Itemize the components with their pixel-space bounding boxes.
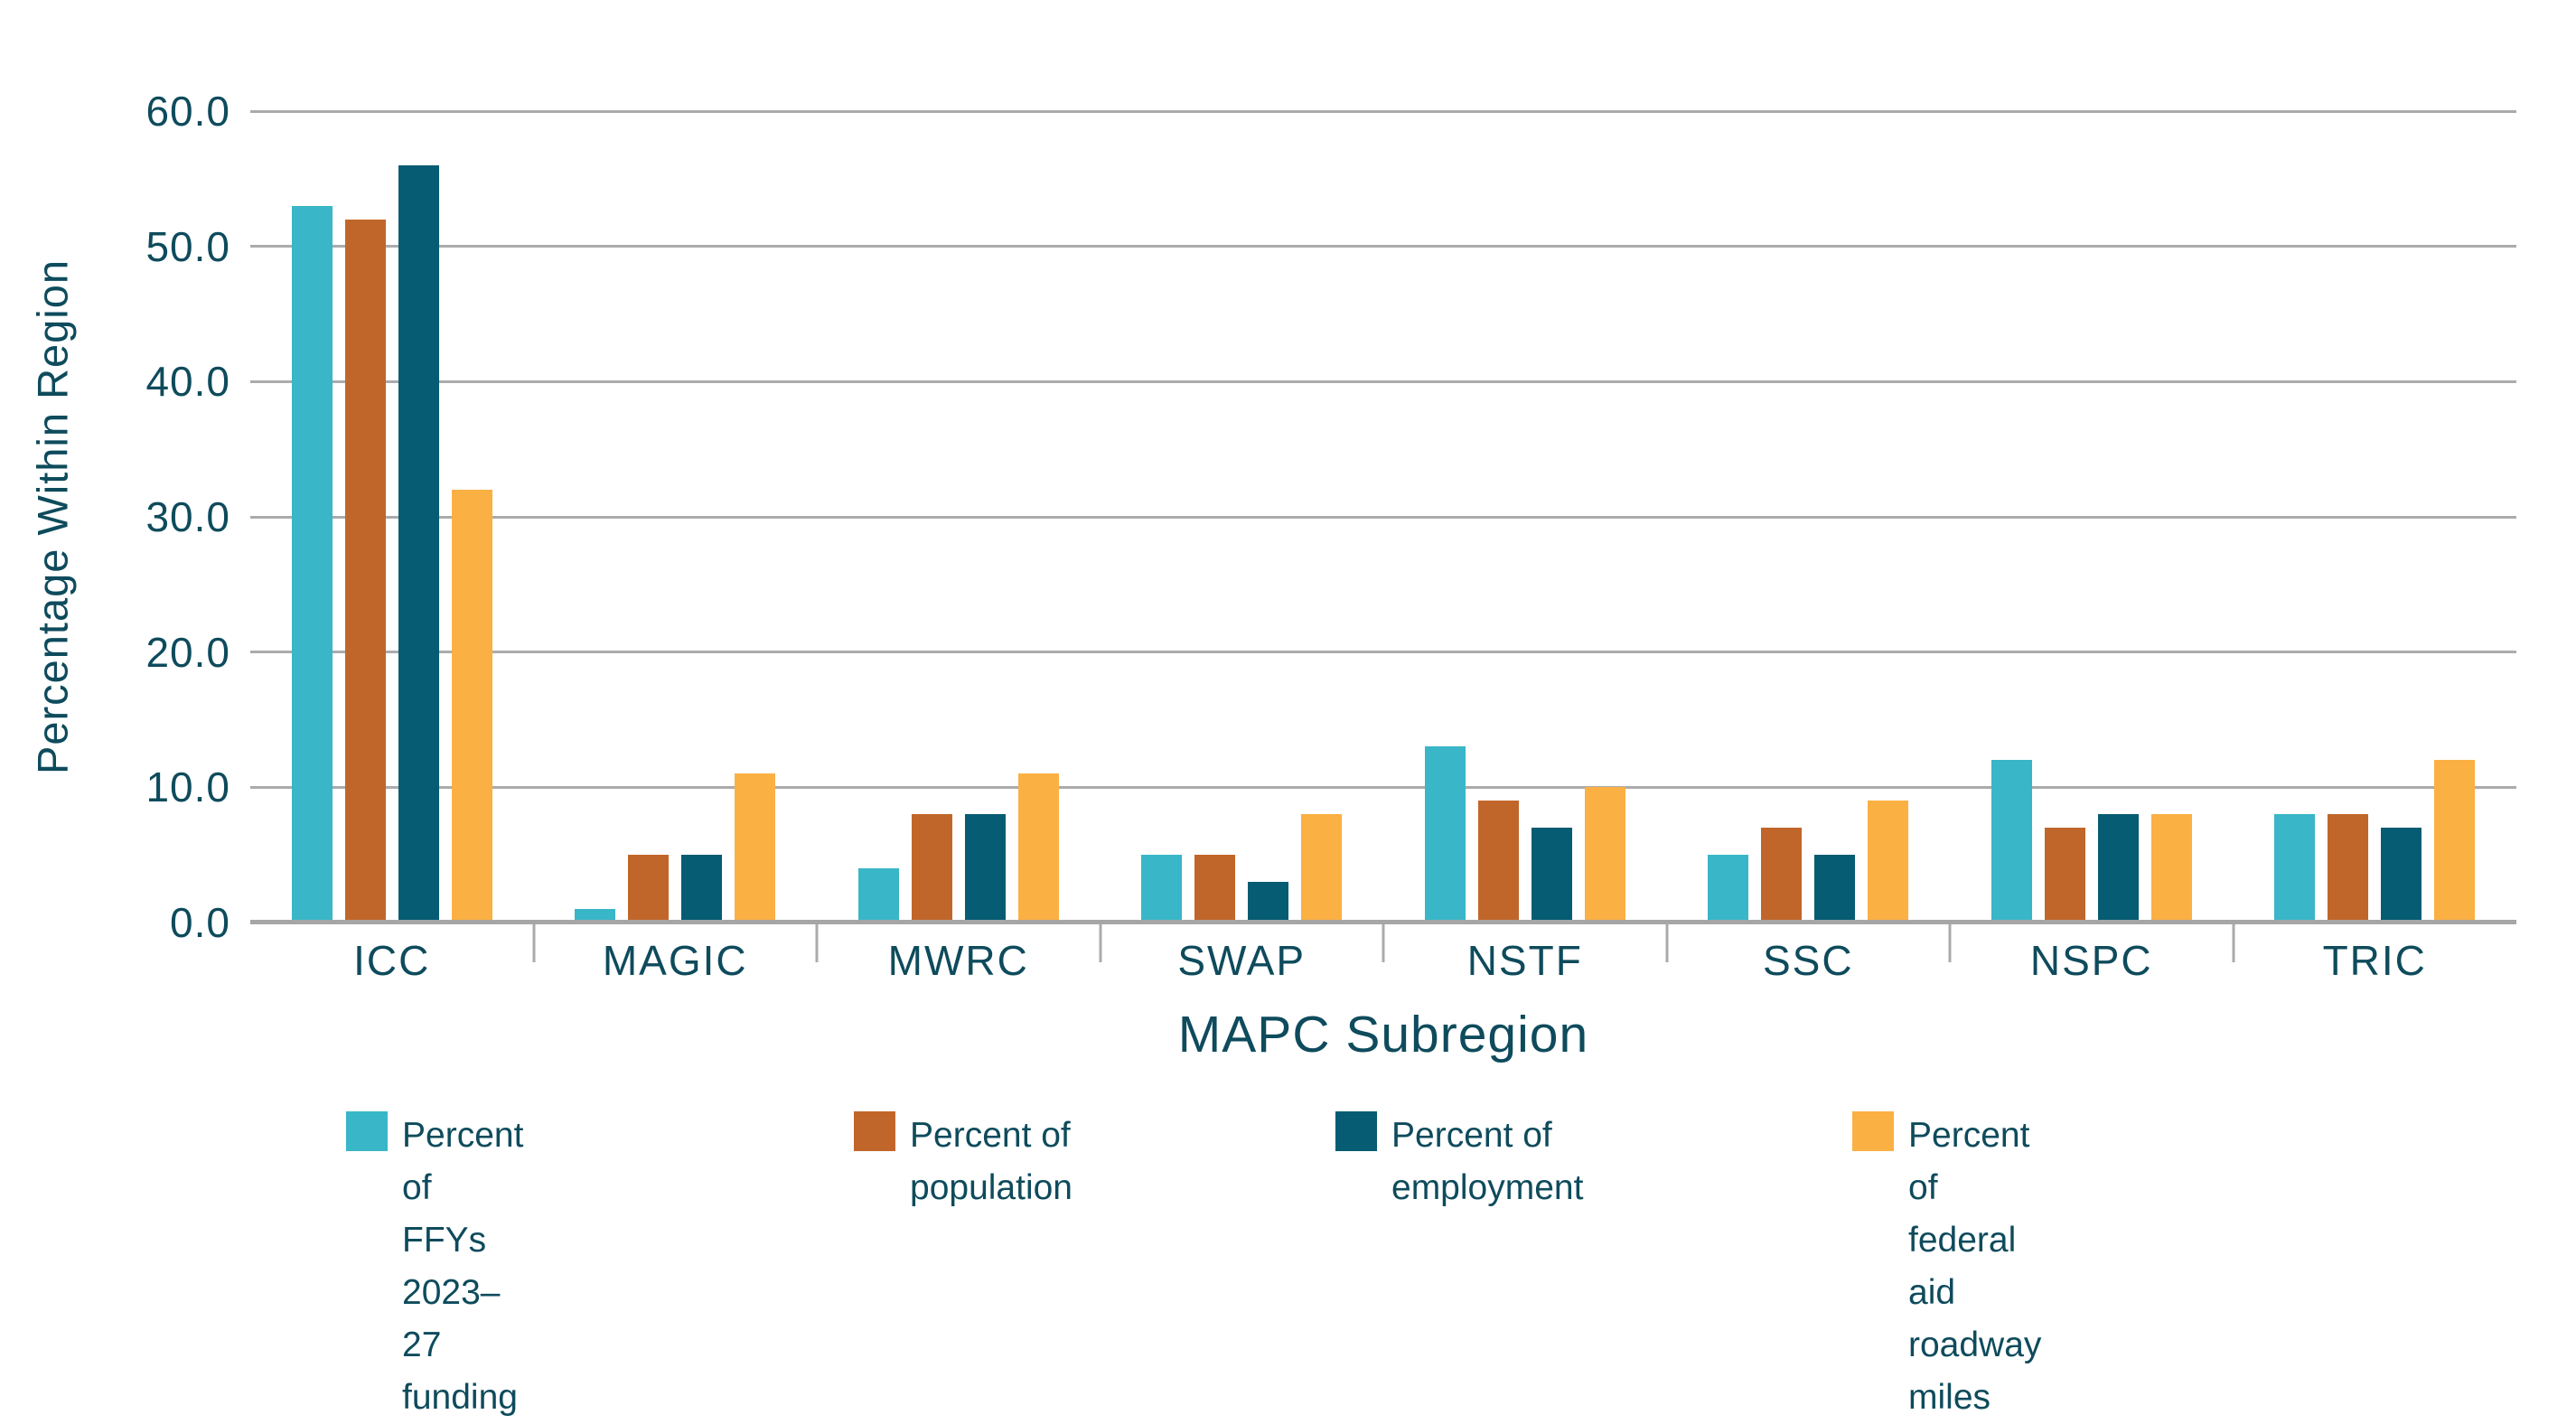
legend-swatch [1852,1111,1894,1151]
x-category-label: ICC [353,937,431,984]
bar [735,773,776,923]
x-category-label: NSTF [1466,937,1583,984]
bar [2150,814,2192,923]
category-boundary-tick [532,923,535,962]
legend-swatch [346,1111,388,1151]
bar [1194,855,1236,923]
category-boundary-tick [1382,923,1385,962]
bar-group-magic [534,111,818,923]
bar [628,855,670,923]
category-boundary-tick [1099,923,1101,962]
bar-group-swap [1101,111,1384,923]
bar [1141,855,1183,923]
bar [1424,746,1466,923]
gridline [250,515,2516,519]
gridline [250,651,2516,654]
y-tick-label: 10.0 [145,764,230,811]
bar [451,490,492,923]
bar [291,205,333,923]
gridline [250,245,2516,248]
bar [1531,828,1572,923]
gridline [250,109,2516,113]
gridline [250,785,2516,789]
bar [1761,828,1803,923]
x-category-label: NSPC [2029,937,2153,984]
bar [2097,814,2139,923]
legend-swatch [854,1111,895,1151]
bar [1477,801,1519,923]
plot-area [250,109,2516,962]
bar [681,855,723,923]
bar-groups [250,111,2516,923]
legend-swatch [1335,1111,1377,1151]
bar-group-nspc [1950,111,2234,923]
x-category-label: MWRC [887,937,1029,984]
bar [398,164,439,923]
x-category-label: MAGIC [602,937,748,984]
y-tick-label: 0.0 [170,899,230,946]
legend-label: Percent of population [910,1116,1073,1207]
bar [344,219,386,923]
legend-label: Percent of federal aid roadway miles [1908,1116,2042,1417]
bar-group-tric [2234,111,2517,923]
bar [1708,855,1749,923]
gridline [250,379,2516,383]
legend-item: Percent of employment [1335,1110,1583,1214]
bar [1017,773,1059,923]
bar [1868,801,1909,923]
bar [964,814,1006,923]
y-tick-label: 20.0 [145,628,230,676]
bar [2274,814,2316,923]
bar [857,868,899,923]
legend-item: Percent of population [854,1110,1073,1214]
bar-group-mwrc [817,111,1101,923]
x-category-label: SWAP [1177,937,1307,984]
bar [575,909,616,923]
y-tick-label: 50.0 [145,222,230,270]
legend-label: Percent of FFYs 2023–27 funding [402,1116,524,1417]
bar-group-icc [250,111,534,923]
x-axis-category-labels: ICC MAGIC MWRC SWAP NSTF SSC NSPC TRIC [250,936,2516,985]
bar-group-ssc [1667,111,1951,923]
bar-group-nstf [1383,111,1667,923]
bar [2381,828,2422,923]
bar-chart: Percentage Within Region 0.0 10.0 20.0 30.0… [29,88,2516,1417]
category-boundary-tick [2232,923,2234,962]
bar [911,814,952,923]
bar [2044,828,2085,923]
y-tick-label: 60.0 [145,88,230,135]
bar [2328,814,2369,923]
x-axis-line [250,920,2516,924]
bar [2434,760,2476,923]
bar [1991,760,2032,923]
y-tick-label: 40.0 [145,358,230,406]
y-tick-label: 30.0 [145,493,230,540]
x-category-label: SSC [1762,937,1854,984]
bar [1248,882,1289,923]
category-boundary-tick [1948,923,1952,962]
page: { "chart_data": { "type": "bar", "title"… [28,88,2516,1417]
legend-label: Percent of employment [1391,1116,1584,1207]
bar [1301,814,1343,923]
category-boundary-tick [815,923,819,962]
legend-item: Percent of FFYs 2023–27 funding [346,1110,523,1424]
bar [1584,787,1625,923]
bar [1814,855,1856,923]
legend-item: Percent of federal aid roadway miles [1852,1110,2041,1424]
x-category-label: TRIC [2322,937,2427,984]
x-axis-title: MAPC Subregion [1177,1006,1589,1063]
category-boundary-tick [1665,923,1668,962]
